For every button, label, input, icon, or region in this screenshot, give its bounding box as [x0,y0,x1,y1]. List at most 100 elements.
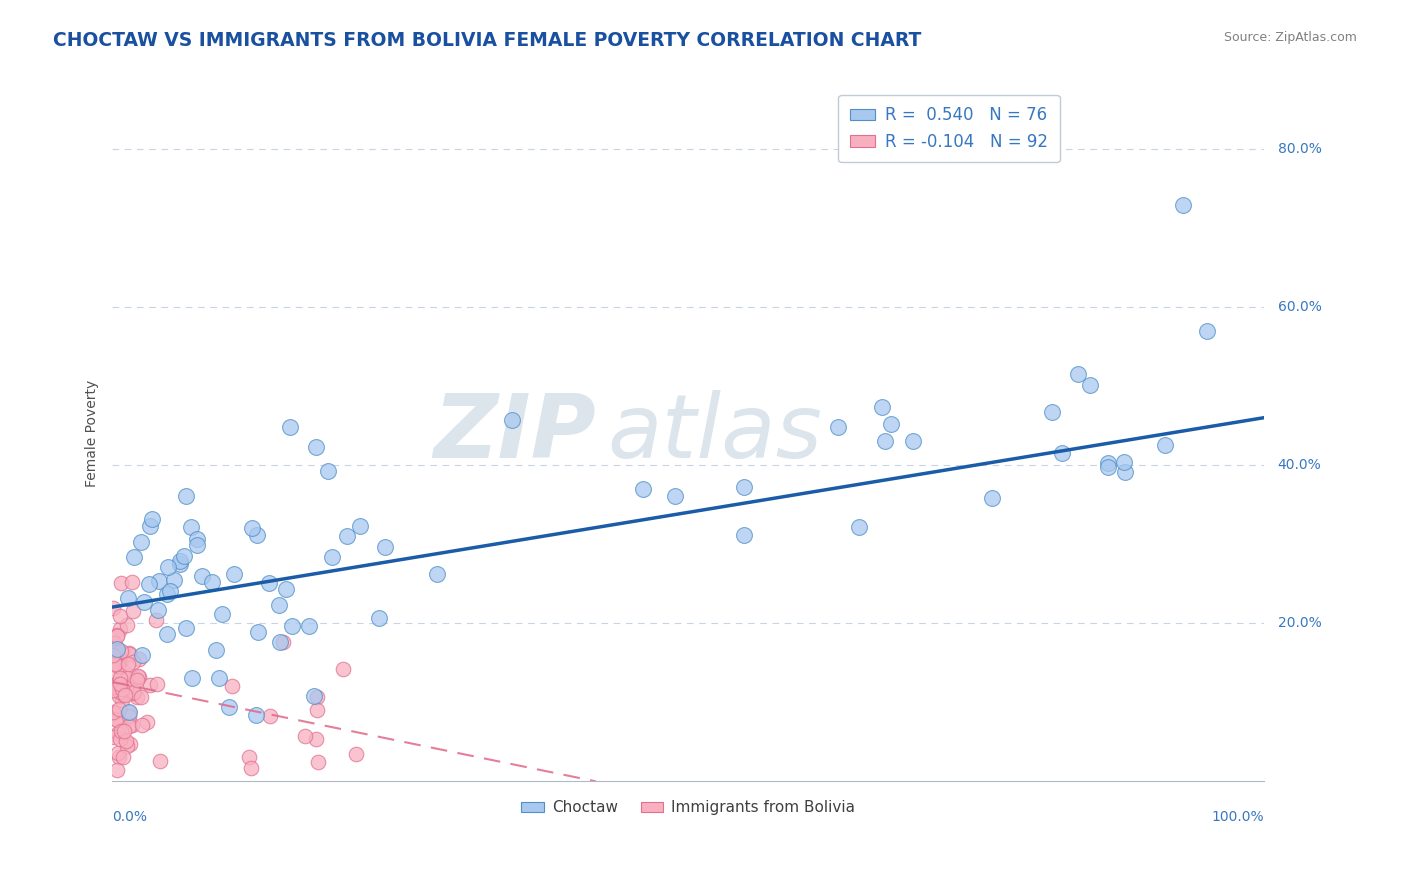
Point [136,714,159,729]
Point [1097,456,1119,470]
Point [138,577,160,591]
Point [1080,378,1102,392]
Text: 20.0%: 20.0% [1278,615,1322,630]
Point [117,591,139,605]
Point [305,440,328,454]
Point [118,646,141,660]
Point [321,549,343,564]
Point [336,529,359,543]
Point [103,636,125,650]
Text: 40.0%: 40.0% [1278,458,1322,472]
Point [117,719,139,733]
Point [107,746,129,760]
Point [139,678,162,692]
Point [122,685,145,699]
Point [131,718,153,732]
Point [110,646,132,660]
Point [110,671,132,685]
Point [120,737,142,751]
Point [107,726,129,740]
Point [1052,446,1074,460]
Point [103,664,125,678]
Point [138,519,160,533]
Point [121,604,143,618]
Point [349,518,371,533]
Y-axis label: Female Poverty: Female Poverty [86,380,100,487]
Point [149,754,172,768]
Point [1067,368,1090,382]
Point [169,557,191,571]
Point [374,540,396,554]
Point [111,693,134,707]
Point [105,763,128,777]
Legend: Choctaw, Immigrants from Bolivia: Choctaw, Immigrants from Bolivia [515,795,862,822]
Point [298,619,321,633]
Point [211,607,233,621]
Point [148,603,170,617]
Point [169,553,191,567]
Text: CHOCTAW VS IMMIGRANTS FROM BOLIVIA FEMALE POVERTY CORRELATION CHART: CHOCTAW VS IMMIGRANTS FROM BOLIVIA FEMAL… [53,31,922,50]
Point [155,626,177,640]
Point [115,734,138,748]
Point [242,521,264,535]
Point [103,680,125,694]
Point [224,566,246,581]
Point [733,528,755,542]
Point [112,724,135,739]
Point [107,679,129,693]
Point [105,713,128,727]
Point [281,618,304,632]
Point [107,658,129,673]
Point [101,600,124,615]
Point [368,611,391,625]
Point [110,575,132,590]
Point [332,662,354,676]
Point [127,690,149,705]
Point [108,714,131,728]
Point [269,635,291,649]
Point [733,480,755,494]
Point [245,708,267,723]
Point [105,676,128,690]
Point [870,400,893,414]
Point [1040,405,1063,419]
Point [104,644,127,658]
Point [103,730,125,744]
Point [156,587,179,601]
Point [174,621,197,635]
Point [186,532,208,546]
Point [101,682,124,697]
Text: Source: ZipAtlas.com: Source: ZipAtlas.com [1223,31,1357,45]
Point [501,413,523,427]
Point [426,566,449,581]
Point [110,609,132,624]
Point [112,667,135,681]
Point [110,724,132,739]
Point [124,671,146,685]
Point [276,582,298,596]
Point [134,595,156,609]
Point [121,575,143,590]
Point [208,672,231,686]
Point [108,732,131,747]
Point [145,613,167,627]
Point [121,717,143,731]
Point [827,419,849,434]
Point [118,708,141,723]
Point [191,569,214,583]
Point [112,687,135,701]
Point [108,623,131,637]
Point [117,657,139,671]
Point [118,706,141,720]
Point [181,671,204,685]
Point [105,628,128,642]
Point [1173,197,1195,211]
Text: 80.0%: 80.0% [1278,143,1322,156]
Point [848,520,870,534]
Point [112,678,135,692]
Point [103,705,125,719]
Point [1112,454,1135,468]
Point [271,635,294,649]
Point [1154,438,1177,452]
Point [880,417,903,431]
